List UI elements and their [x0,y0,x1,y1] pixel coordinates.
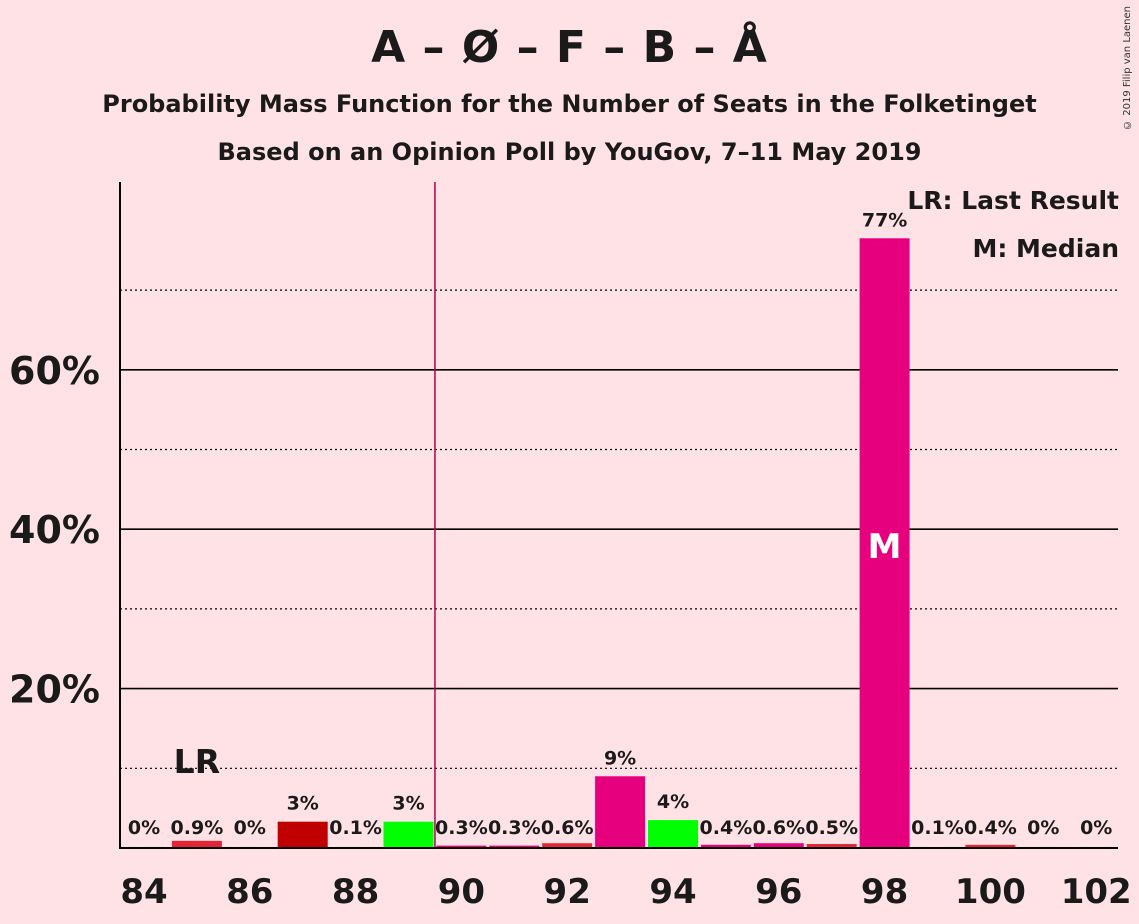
x-tick-label: 86 [226,872,273,912]
data-label: 0.1% [911,817,964,839]
last-result-marker: LR [174,742,220,781]
y-tick-label: 40% [9,508,100,552]
data-label: 0.4% [964,817,1017,839]
bar-seat-85 [171,840,222,848]
bar-seat-93 [595,776,646,848]
data-label: 77% [862,209,907,231]
data-label: 0.5% [805,817,858,839]
data-label: 3% [392,793,424,815]
bar-seat-91 [489,845,540,848]
x-tick-label: 98 [861,872,908,912]
bar-seat-90 [436,845,487,848]
median-marker: M [868,527,902,567]
data-label: 9% [604,747,636,769]
data-label: 0% [1027,817,1059,839]
bar-seat-97 [806,844,857,848]
legend-last-result: LR: Last Result [907,186,1119,215]
data-label: 0% [1080,817,1112,839]
chart-title: A – Ø – F – B – Å [371,22,768,73]
bar-seat-95 [700,844,751,848]
y-tick-label: 20% [9,668,100,712]
data-label: 0% [128,817,160,839]
data-label: 0.3% [435,817,488,839]
x-tick-label: 92 [544,872,591,912]
bar-seat-94 [648,820,698,848]
x-tick-label: 94 [649,872,696,912]
x-tick-label: 88 [332,872,379,912]
data-label: 0.3% [488,817,541,839]
y-tick-label: 60% [9,349,100,393]
x-tick-label: 90 [438,872,485,912]
chart-source: Based on an Opinion Poll by YouGov, 7–11… [217,138,922,166]
bar-seat-98 [859,238,910,849]
bar-seat-96 [753,843,804,848]
x-tick-label: 96 [755,872,802,912]
x-tick-label: 100 [955,872,1026,912]
data-label: 0.4% [700,817,753,839]
bar-seat-100 [965,844,1016,848]
bar-seat-89 [383,821,434,848]
data-label: 3% [287,793,319,815]
bar-seat-87 [277,821,328,848]
data-label: 0.9% [171,817,224,839]
data-label: 0.6% [752,817,805,839]
legend-median: M: Median [972,234,1119,263]
data-label: 4% [657,791,689,813]
x-tick-label: 102 [1061,872,1132,912]
x-tick-label: 84 [120,872,167,912]
data-label: 0.1% [329,817,382,839]
data-label: 0.6% [541,817,594,839]
data-label: 0% [234,817,266,839]
chart-subtitle: Probability Mass Function for the Number… [102,90,1037,118]
bar-seat-92 [542,843,593,848]
